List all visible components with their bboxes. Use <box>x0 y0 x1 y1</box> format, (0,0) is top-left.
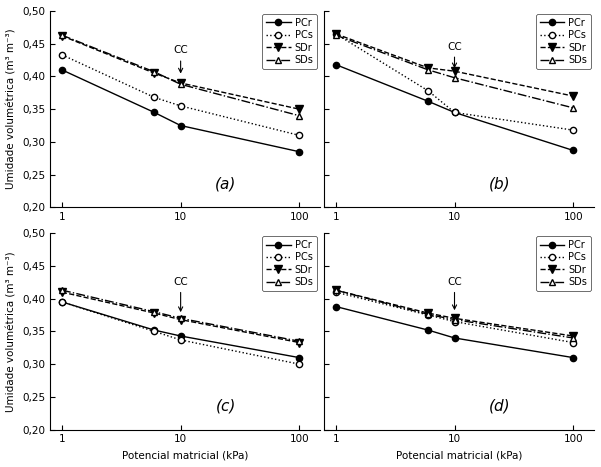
Text: (b): (b) <box>489 177 510 191</box>
Text: (a): (a) <box>215 177 236 191</box>
Legend: PCr, PCs, SDr, SDs: PCr, PCs, SDr, SDs <box>536 236 591 291</box>
Y-axis label: Umidade volumétrica (m³ m⁻³): Umidade volumétrica (m³ m⁻³) <box>7 251 17 412</box>
X-axis label: Potencial matricial (kPa): Potencial matricial (kPa) <box>122 450 249 460</box>
Legend: PCr, PCs, SDr, SDs: PCr, PCs, SDr, SDs <box>263 236 317 291</box>
X-axis label: Potencial matricial (kPa): Potencial matricial (kPa) <box>396 450 522 460</box>
Text: CC: CC <box>173 277 188 311</box>
Text: CC: CC <box>447 42 462 67</box>
Legend: PCr, PCs, SDr, SDs: PCr, PCs, SDr, SDs <box>536 14 591 69</box>
Text: (d): (d) <box>489 398 510 414</box>
Text: (c): (c) <box>216 398 236 414</box>
Y-axis label: Umidade volumétrica (m³ m⁻³): Umidade volumétrica (m³ m⁻³) <box>7 29 17 190</box>
Text: CC: CC <box>447 277 462 309</box>
Text: CC: CC <box>173 45 188 72</box>
Legend: PCr, PCs, SDr, SDs: PCr, PCs, SDr, SDs <box>263 14 317 69</box>
